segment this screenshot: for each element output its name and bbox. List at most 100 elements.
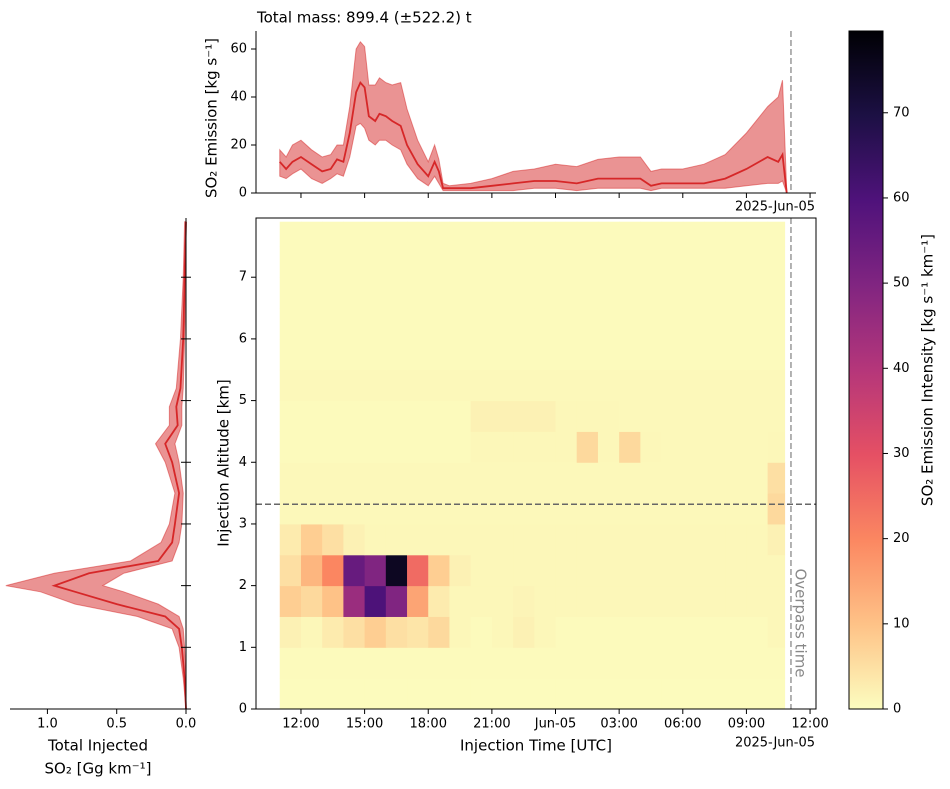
heat-cell xyxy=(322,523,344,556)
heat-cell xyxy=(555,523,578,556)
heat-cell xyxy=(640,221,663,247)
heat-cell xyxy=(491,616,514,648)
heat-cell xyxy=(597,647,620,679)
heat-cell xyxy=(661,523,684,556)
heat-cell xyxy=(428,585,450,617)
heat-cell xyxy=(449,554,472,587)
heat-cell xyxy=(470,647,493,679)
heat-cell xyxy=(343,246,366,278)
heat-cell xyxy=(449,647,472,679)
heat-cell xyxy=(322,647,344,679)
heat-cell xyxy=(661,369,684,402)
heat-cell xyxy=(661,462,684,494)
heat-cell xyxy=(343,585,366,617)
heat-cell xyxy=(385,678,408,710)
heat-cell xyxy=(449,585,472,617)
heat-cell xyxy=(725,523,747,556)
spine xyxy=(10,218,187,710)
x-tick-label: 0.0 xyxy=(176,717,197,732)
x-tick-label: 15:00 xyxy=(346,717,383,732)
heat-cell xyxy=(534,523,557,556)
heat-cell xyxy=(640,308,663,340)
top-title: Total mass: 899.4 (±522.2) t xyxy=(256,9,472,27)
heat-cell xyxy=(385,523,408,556)
heat-cell xyxy=(661,400,684,432)
heat-cell xyxy=(343,554,366,587)
colorbar-tick-label: 0 xyxy=(893,702,901,717)
y-tick-label: 0 xyxy=(239,702,247,717)
heat-cell xyxy=(555,338,578,371)
heat-cell xyxy=(322,678,344,710)
heat-cell xyxy=(746,221,769,247)
heat-cell xyxy=(322,462,344,494)
heat-cell xyxy=(682,221,705,247)
heat-cell xyxy=(407,431,429,463)
heat-cell xyxy=(767,493,786,525)
heat-cell xyxy=(704,400,726,432)
heat-cell xyxy=(449,678,472,710)
heat-cell xyxy=(619,678,641,710)
top-offset-label: 2025-Jun-05 xyxy=(735,200,815,215)
heat-cell xyxy=(746,493,769,525)
heat-cell xyxy=(576,431,599,463)
heat-cell xyxy=(661,585,684,617)
heat-cell xyxy=(682,431,705,463)
heat-cell xyxy=(767,246,786,278)
heat-cell xyxy=(619,246,641,278)
heat-cell xyxy=(661,221,684,247)
x-tick-label: 12:00 xyxy=(282,717,319,732)
heat-cell xyxy=(619,462,641,494)
heat-cell xyxy=(300,678,323,710)
heat-cell xyxy=(364,431,387,463)
colorbar-tick-label: 10 xyxy=(893,616,910,631)
heat-cell xyxy=(449,431,472,463)
heat-cell xyxy=(322,400,344,432)
main-offset-label: 2025-Jun-05 xyxy=(735,736,815,751)
heat-cell xyxy=(470,554,493,587)
heat-cell xyxy=(322,431,344,463)
heat-cell xyxy=(428,647,450,679)
heat-cell xyxy=(470,338,493,371)
heat-cell xyxy=(407,277,429,309)
heat-cell xyxy=(534,308,557,340)
heat-cell xyxy=(279,616,302,648)
heat-cell xyxy=(597,369,620,402)
heat-cell xyxy=(428,462,450,494)
heat-cell xyxy=(619,585,641,617)
heat-cell xyxy=(704,462,726,494)
colorbar-tick-label: 60 xyxy=(893,190,910,205)
heat-cell xyxy=(470,585,493,617)
x-tick-label: 06:00 xyxy=(664,717,701,732)
heat-cell xyxy=(597,221,620,247)
heat-cell xyxy=(428,308,450,340)
y-tick-label: 7 xyxy=(239,270,247,285)
heat-cell xyxy=(513,647,535,679)
heat-cell xyxy=(576,554,599,587)
heat-cell xyxy=(428,616,450,648)
heat-cell xyxy=(364,493,387,525)
heat-cell xyxy=(597,246,620,278)
y-tick-label: 0 xyxy=(239,186,247,201)
heat-cell xyxy=(407,493,429,525)
heat-cell xyxy=(407,462,429,494)
x-tick-label: Jun-05 xyxy=(534,717,577,732)
heat-cell xyxy=(513,523,535,556)
heat-cell xyxy=(491,462,514,494)
heat-cell xyxy=(661,308,684,340)
heat-cell xyxy=(576,493,599,525)
heat-cell xyxy=(364,246,387,278)
heat-cell xyxy=(491,338,514,371)
heat-cell xyxy=(704,616,726,648)
heat-cell xyxy=(428,369,450,402)
heat-cell xyxy=(513,616,535,648)
heat-cell xyxy=(682,369,705,402)
heat-cell xyxy=(555,431,578,463)
heat-cell xyxy=(470,523,493,556)
uncertainty-band xyxy=(5,221,187,710)
heat-cell xyxy=(704,338,726,371)
heat-cell xyxy=(576,678,599,710)
heat-cell xyxy=(597,431,620,463)
heat-cell xyxy=(279,431,302,463)
heat-cell xyxy=(449,246,472,278)
heat-cell xyxy=(279,462,302,494)
